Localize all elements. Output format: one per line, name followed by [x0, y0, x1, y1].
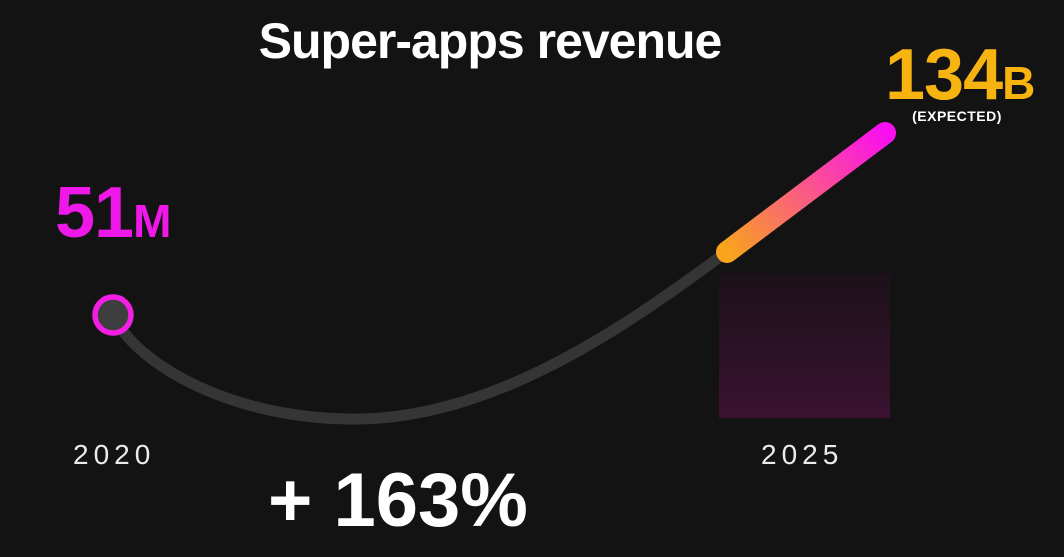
- axis-year-2020: 2020: [73, 439, 156, 470]
- value-2020-unit: M: [133, 195, 171, 247]
- axis-year-2025: 2025: [761, 439, 844, 470]
- start-point-marker: [92, 294, 134, 336]
- trend-curve: [116, 247, 731, 425]
- value-label-2025: 134B: [885, 39, 1035, 111]
- chart-title: Super-apps revenue: [258, 13, 723, 69]
- value-2020-number: 51: [55, 173, 134, 253]
- value-label-2020: 51M: [55, 177, 171, 249]
- growth-annotation: + 163%: [268, 458, 528, 543]
- value-2025-number: 134: [885, 35, 1003, 115]
- gradient-reflection-rect: [719, 273, 890, 418]
- expected-note: (EXPECTED): [912, 108, 1002, 124]
- value-2025-unit: B: [1002, 57, 1035, 109]
- growth-gradient-segment: [716, 122, 896, 263]
